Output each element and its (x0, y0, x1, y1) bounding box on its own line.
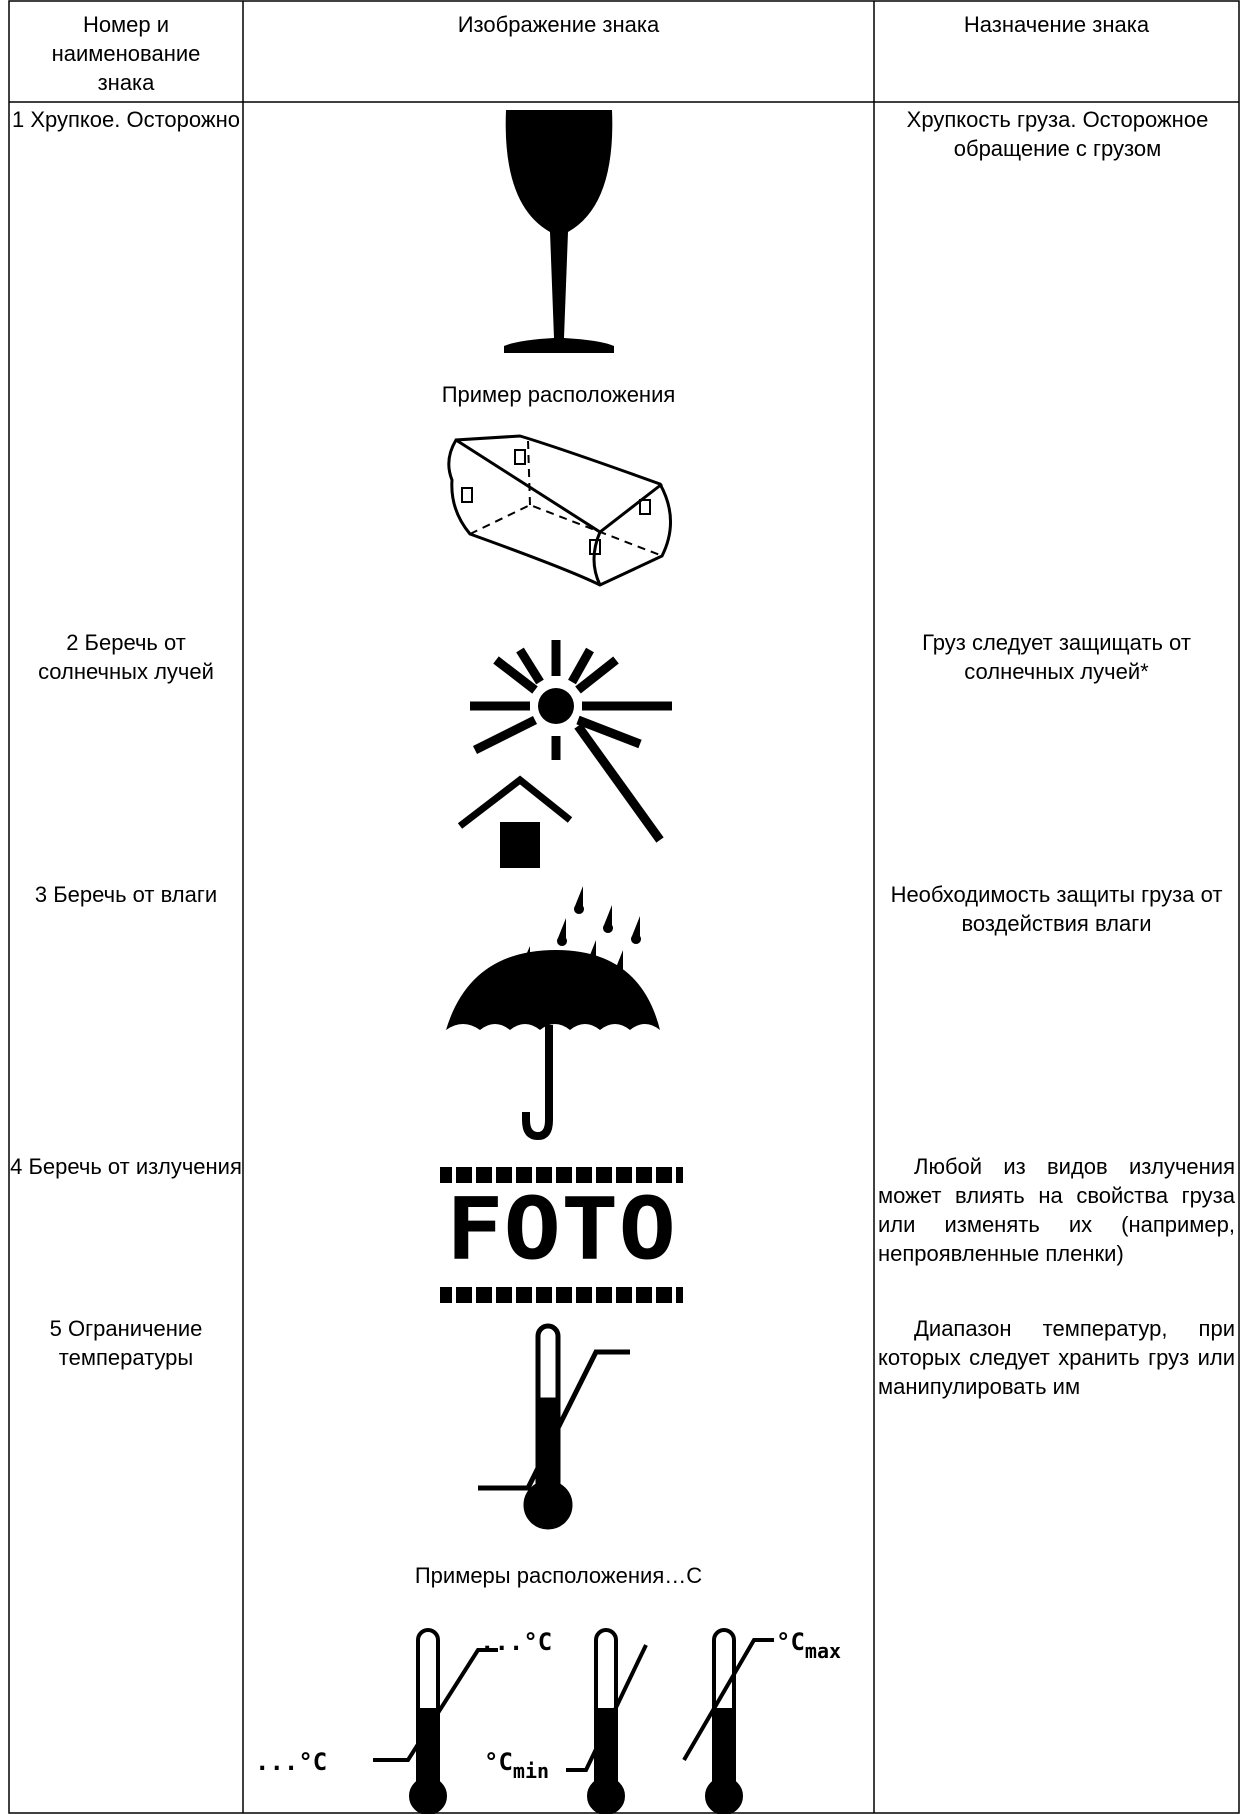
temp-label: ...°C (480, 1628, 552, 1656)
header-cell: Номер и наименование знака (51, 12, 201, 95)
sign-purpose: Груз следует защищать от солнечных лучей… (922, 630, 1191, 684)
sign-name: 4 Беречь от излучения (10, 1154, 242, 1179)
temp-label: °Cmin (484, 1748, 549, 1783)
foto-text: FOTO (446, 1179, 676, 1279)
sign-name: 3 Беречь от влаги (34, 882, 218, 907)
sign-purpose: Хрупкость груза. Осторожное обращение с … (906, 107, 1209, 161)
sun-icon (457, 640, 672, 868)
temp-label: ...°C (255, 1748, 327, 1776)
sign-name: 1 Хрупкое. Осторожно (12, 107, 240, 132)
umbrella-icon (446, 886, 660, 1140)
header-cell: Назначение знака (963, 12, 1150, 37)
box-example (447, 434, 672, 587)
temp-label: °Cmax (776, 1628, 841, 1663)
sign-name: 5 Ограничение температуры (49, 1316, 203, 1370)
sign-name: 2 Беречь от солнечных лучей (38, 630, 214, 684)
temperature-examples (373, 1628, 774, 1814)
temp-unit: °C (776, 1628, 805, 1656)
sign-purpose: Необходимость защиты груза от воздействи… (890, 882, 1223, 936)
foto-icon: FOTO (440, 1167, 683, 1303)
film-strip (440, 1287, 683, 1303)
example-caption: Примеры расположения…С (414, 1563, 703, 1588)
fragile-icon (504, 110, 614, 353)
example-caption: Пример расположения (441, 382, 676, 407)
sign-purpose: Любой из видов излучения может влиять на… (878, 1154, 1235, 1266)
temp-unit: °C (484, 1748, 513, 1776)
temp-sub: max (805, 1639, 841, 1663)
thermometer-icon (478, 1323, 630, 1530)
table-grid (8, 0, 1240, 1814)
film-strip (440, 1167, 683, 1183)
sign-purpose: Диапазон температур, при которых следует… (878, 1316, 1235, 1399)
temp-sub: min (513, 1759, 549, 1783)
header-cell: Изображение знака (457, 12, 660, 37)
